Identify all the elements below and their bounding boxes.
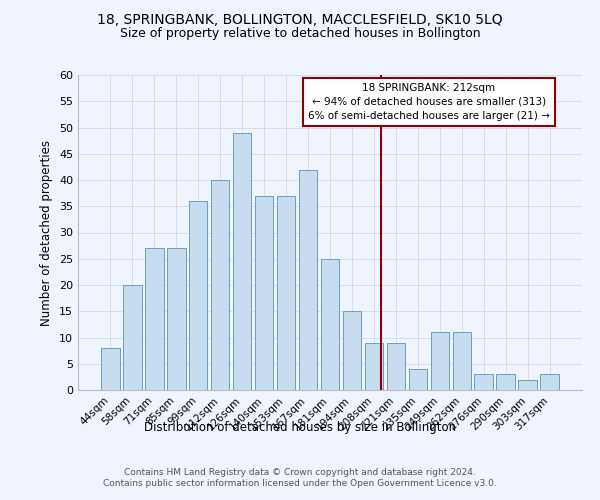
Bar — [518, 380, 537, 390]
Text: Distribution of detached houses by size in Bollington: Distribution of detached houses by size … — [144, 421, 456, 434]
Y-axis label: Number of detached properties: Number of detached properties — [40, 140, 53, 326]
Bar — [277, 196, 295, 390]
Bar — [189, 201, 208, 390]
Text: 18, SPRINGBANK, BOLLINGTON, MACCLESFIELD, SK10 5LQ: 18, SPRINGBANK, BOLLINGTON, MACCLESFIELD… — [97, 12, 503, 26]
Bar — [386, 343, 405, 390]
Bar — [299, 170, 317, 390]
Bar — [409, 369, 427, 390]
Bar — [320, 259, 340, 390]
Bar — [211, 180, 229, 390]
Bar — [255, 196, 274, 390]
Bar — [343, 311, 361, 390]
Bar — [145, 248, 164, 390]
Bar — [167, 248, 185, 390]
Bar — [123, 285, 142, 390]
Bar — [496, 374, 515, 390]
Bar — [365, 343, 383, 390]
Text: Size of property relative to detached houses in Bollington: Size of property relative to detached ho… — [119, 28, 481, 40]
Text: Contains HM Land Registry data © Crown copyright and database right 2024.
Contai: Contains HM Land Registry data © Crown c… — [103, 468, 497, 487]
Bar — [475, 374, 493, 390]
Bar — [452, 332, 471, 390]
Text: 18 SPRINGBANK: 212sqm
← 94% of detached houses are smaller (313)
6% of semi-deta: 18 SPRINGBANK: 212sqm ← 94% of detached … — [308, 83, 550, 121]
Bar — [233, 132, 251, 390]
Bar — [431, 332, 449, 390]
Bar — [101, 348, 119, 390]
Bar — [541, 374, 559, 390]
